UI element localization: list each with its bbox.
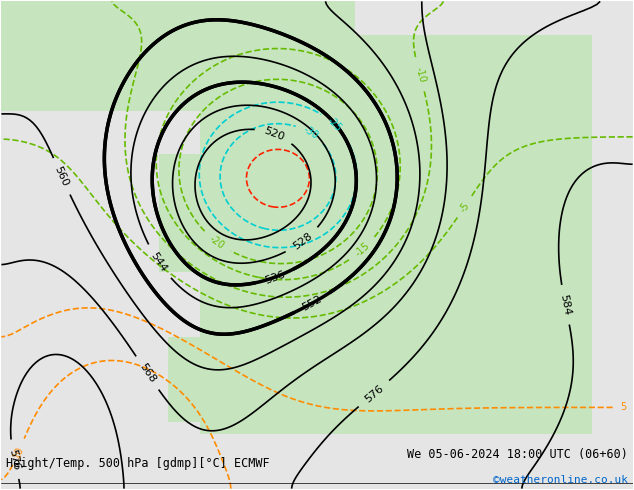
Text: -25: -25 (325, 115, 344, 134)
Text: 584: 584 (559, 294, 573, 316)
Text: 560: 560 (53, 165, 70, 188)
Text: We 05-06-2024 18:00 UTC (06+60): We 05-06-2024 18:00 UTC (06+60) (407, 447, 628, 461)
Text: 5: 5 (620, 402, 626, 413)
Text: 536: 536 (263, 269, 287, 286)
Text: 528: 528 (291, 231, 314, 251)
Text: -20: -20 (208, 233, 226, 251)
Text: ©weatheronline.co.uk: ©weatheronline.co.uk (493, 475, 628, 485)
Text: 10: 10 (11, 444, 26, 460)
Text: 552: 552 (301, 294, 324, 313)
Text: 576: 576 (7, 448, 21, 471)
Text: -30: -30 (301, 125, 320, 142)
Text: 520: 520 (262, 125, 286, 142)
Text: 576: 576 (363, 383, 385, 404)
Text: -15: -15 (353, 241, 372, 259)
Text: 568: 568 (137, 362, 157, 385)
Text: 544: 544 (149, 250, 169, 273)
Text: -5: -5 (458, 200, 471, 214)
Text: -10: -10 (413, 66, 427, 84)
Text: Height/Temp. 500 hPa [gdmp][°C] ECMWF: Height/Temp. 500 hPa [gdmp][°C] ECMWF (6, 457, 270, 470)
